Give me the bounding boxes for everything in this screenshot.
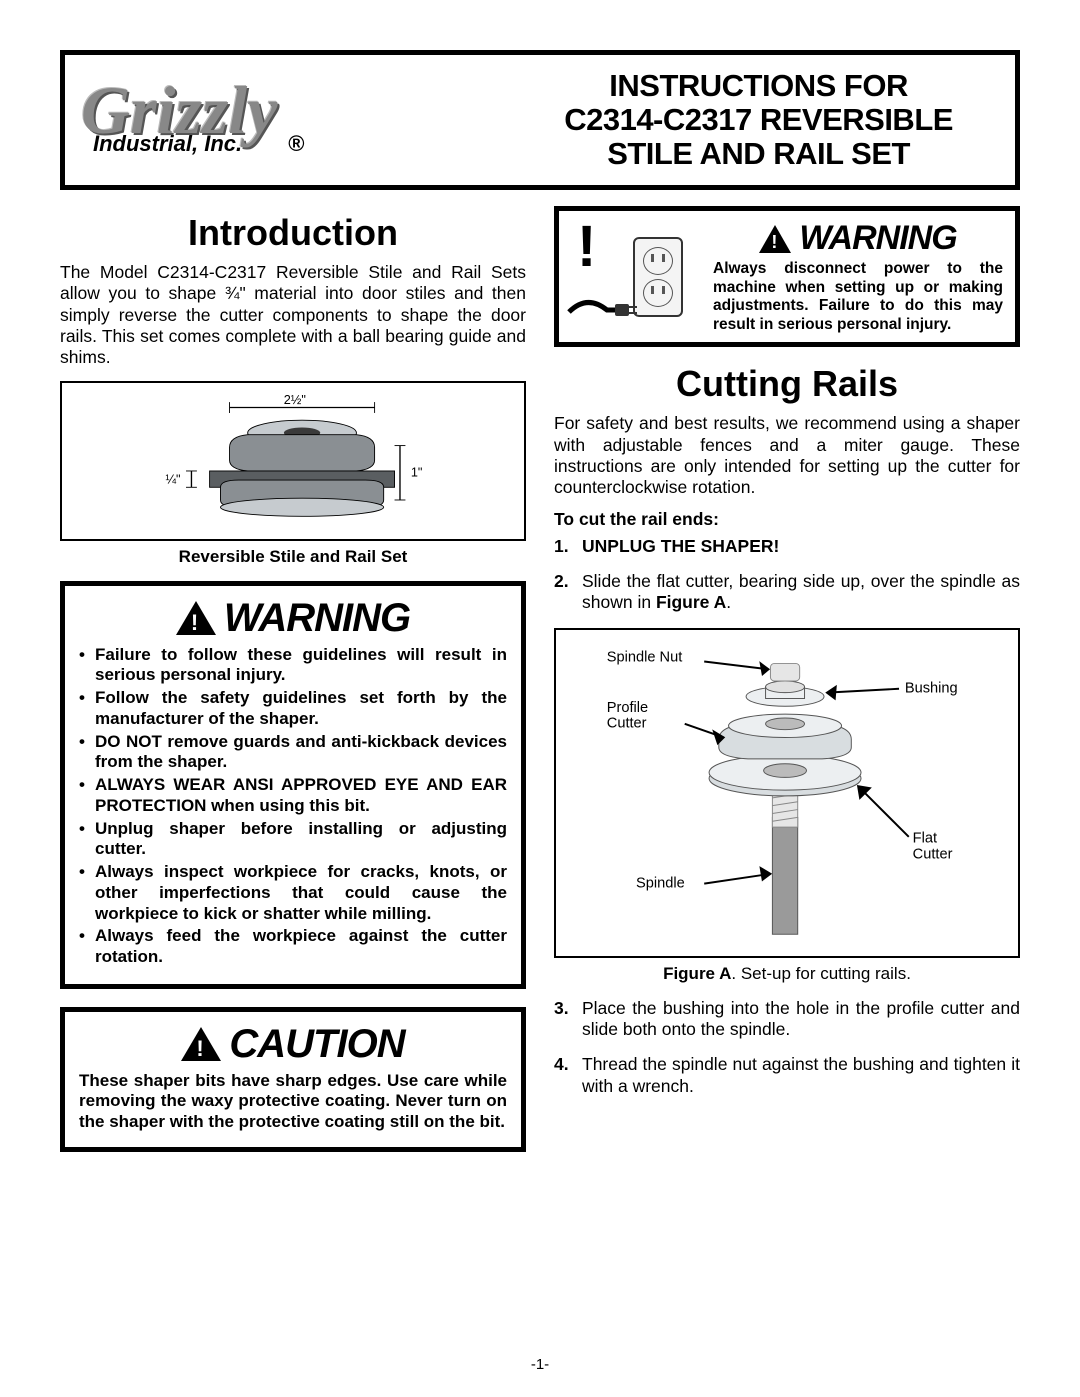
plug-warning-title: WARNING bbox=[713, 219, 1003, 258]
label-profile-cutter: ProfileCutter bbox=[607, 700, 648, 732]
cutting-rails-paragraph: For safety and best results, we recommen… bbox=[554, 413, 1020, 498]
cutter-illustration: 2½" 1" ¼" bbox=[72, 393, 514, 529]
logo-area: Grizzly Industrial, Inc. ® bbox=[81, 83, 518, 157]
header-box: Grizzly Industrial, Inc. ® INSTRUCTIONS … bbox=[60, 50, 1020, 190]
caution-triangle-icon bbox=[181, 1027, 221, 1061]
warning-item: Always inspect workpiece for cracks, kno… bbox=[79, 862, 507, 924]
logo-main: Grizzly bbox=[81, 83, 304, 137]
warning-item: Follow the safety guidelines set forth b… bbox=[79, 688, 507, 729]
power-cord-icon bbox=[567, 292, 637, 322]
header-title-line2: C2314-C2317 REVERSIBLE bbox=[518, 103, 999, 137]
plug-illustration: ! bbox=[571, 219, 701, 334]
step-item: Place the bushing into the hole in the p… bbox=[554, 998, 1020, 1041]
content-columns: Introduction The Model C2314-C2317 Rever… bbox=[60, 206, 1020, 1170]
warning-title-text: WARNING bbox=[224, 596, 410, 641]
warning-list: Failure to follow these guidelines will … bbox=[79, 645, 507, 968]
figure-a-box: Spindle Nut Bushing ProfileCutter FlatCu… bbox=[554, 628, 1020, 958]
label-spindle-nut: Spindle Nut bbox=[607, 649, 683, 665]
figure-a-illustration: Spindle Nut Bushing ProfileCutter FlatCu… bbox=[568, 642, 1006, 944]
caution-title-text: CAUTION bbox=[229, 1022, 404, 1067]
warning-box: WARNING Failure to follow these guidelin… bbox=[60, 581, 526, 989]
left-column: Introduction The Model C2314-C2317 Rever… bbox=[60, 206, 526, 1170]
step-item: Slide the flat cutter, bearing side up, … bbox=[554, 571, 1020, 614]
warning-item: Unplug shaper before installing or adjus… bbox=[79, 819, 507, 860]
step-item: UNPLUG THE SHAPER! bbox=[554, 536, 1020, 557]
page-number: -1- bbox=[0, 1356, 1080, 1373]
dim-slot-label: ¼" bbox=[165, 472, 180, 486]
warning-item: Always feed the workpiece against the cu… bbox=[79, 926, 507, 967]
header-title-line1: INSTRUCTIONS FOR bbox=[518, 69, 999, 103]
plug-warning-box: ! WARNING Always disconnect power to the… bbox=[554, 206, 1020, 347]
dim-height-label: 1" bbox=[411, 465, 423, 479]
label-bushing: Bushing bbox=[905, 680, 958, 696]
caution-title: CAUTION bbox=[79, 1022, 507, 1067]
outlet-icon bbox=[633, 237, 683, 317]
cutting-rails-heading: Cutting Rails bbox=[554, 363, 1020, 405]
figure-a-caption: Figure A. Set-up for cutting rails. bbox=[554, 964, 1020, 984]
step-item: Thread the spindle nut against the bushi… bbox=[554, 1054, 1020, 1097]
plug-warning-body: Always disconnect power to the machine w… bbox=[713, 260, 1003, 334]
exclamation-icon: ! bbox=[577, 213, 596, 280]
plug-warning-text: WARNING Always disconnect power to the m… bbox=[713, 219, 1003, 334]
cutter-figure-caption: Reversible Stile and Rail Set bbox=[60, 547, 526, 567]
warning-title: WARNING bbox=[79, 596, 507, 641]
steps-list-continued: Place the bushing into the hole in the p… bbox=[554, 998, 1020, 1097]
warning-item: Failure to follow these guidelines will … bbox=[79, 645, 507, 686]
right-column: ! WARNING Always disconnect power to the… bbox=[554, 206, 1020, 1170]
steps-lead: To cut the rail ends: bbox=[554, 509, 1020, 530]
intro-heading: Introduction bbox=[60, 212, 526, 254]
warning-triangle-icon bbox=[176, 601, 216, 635]
logo: Grizzly Industrial, Inc. ® bbox=[81, 83, 304, 157]
cutter-figure: 2½" 1" ¼" bbox=[60, 381, 526, 541]
label-spindle: Spindle bbox=[636, 875, 685, 891]
warning-item: ALWAYS WEAR ANSI APPROVED EYE AND EAR PR… bbox=[79, 775, 507, 816]
header-title: INSTRUCTIONS FOR C2314-C2317 REVERSIBLE … bbox=[518, 69, 999, 171]
steps-list: UNPLUG THE SHAPER! Slide the flat cutter… bbox=[554, 536, 1020, 614]
dim-width-label: 2½" bbox=[284, 393, 306, 407]
warning-triangle-icon bbox=[759, 225, 791, 253]
label-flat-cutter: FlatCutter bbox=[913, 830, 953, 862]
warning-item: DO NOT remove guards and anti-kickback d… bbox=[79, 732, 507, 773]
intro-paragraph: The Model C2314-C2317 Reversible Stile a… bbox=[60, 262, 526, 369]
caution-box: CAUTION These shaper bits have sharp edg… bbox=[60, 1007, 526, 1152]
header-title-line3: STILE AND RAIL SET bbox=[518, 137, 999, 171]
caution-body: These shaper bits have sharp edges. Use … bbox=[79, 1071, 507, 1133]
